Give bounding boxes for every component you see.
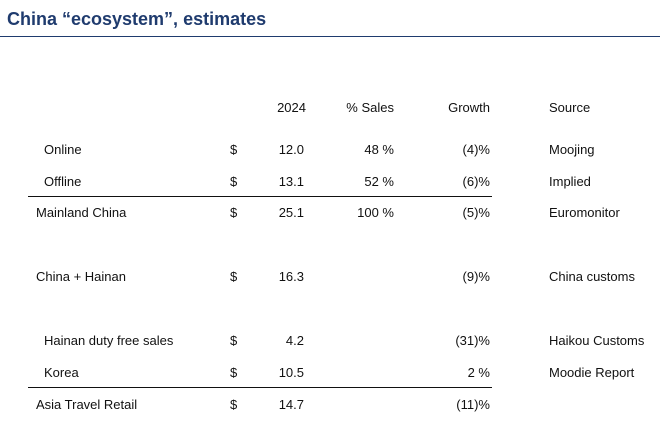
row-growth: (9)%: [462, 269, 490, 284]
row-value: 16.3: [278, 269, 304, 284]
row-growth: (11)%: [456, 397, 490, 412]
currency-symbol: $: [230, 205, 238, 220]
row-source: Moojing: [549, 142, 595, 157]
subtotal-rule: [28, 196, 492, 197]
row-sales-share: 100 %: [357, 205, 394, 220]
row-label: China + Hainan: [36, 269, 126, 284]
row-label: Offline: [44, 174, 82, 189]
row-value: 10.5: [278, 365, 304, 380]
currency-symbol: $: [230, 269, 238, 284]
currency-symbol: $: [230, 142, 238, 157]
column-header-sales: % Sales: [346, 100, 394, 115]
title-underline: [0, 36, 660, 37]
column-header-growth: Growth: [448, 100, 490, 115]
row-source: China customs: [549, 269, 635, 284]
currency-symbol: $: [230, 333, 238, 348]
row-value: 4.2: [285, 333, 304, 348]
row-value: 13.1: [278, 174, 304, 189]
row-growth: (5)%: [462, 205, 490, 220]
row-label: Mainland China: [36, 205, 127, 220]
row-source: Implied: [549, 174, 591, 189]
column-header-year: 2024: [277, 100, 306, 115]
row-growth: (31)%: [455, 333, 490, 348]
row-sales-share: 52 %: [364, 174, 394, 189]
row-source: Moodie Report: [549, 365, 635, 380]
row-value: 14.7: [278, 397, 304, 412]
currency-symbol: $: [230, 365, 238, 380]
currency-symbol: $: [230, 397, 238, 412]
row-source: Euromonitor: [549, 205, 620, 220]
row-value: 12.0: [278, 142, 304, 157]
row-source: Haikou Customs: [549, 333, 645, 348]
row-label: Online: [44, 142, 82, 157]
row-label: Asia Travel Retail: [36, 397, 138, 412]
currency-symbol: $: [230, 174, 238, 189]
row-label: Korea: [44, 365, 79, 380]
page-title: China “ecosystem”, estimates: [7, 9, 267, 29]
row-growth: 2 %: [467, 365, 490, 380]
row-growth: (4)%: [462, 142, 490, 157]
row-growth: (6)%: [462, 174, 490, 189]
column-header-source: Source: [549, 100, 591, 115]
row-label: Hainan duty free sales: [44, 333, 174, 348]
row-value: 25.1: [278, 205, 304, 220]
subtotal-rule: [28, 387, 492, 388]
row-sales-share: 48 %: [364, 142, 394, 157]
